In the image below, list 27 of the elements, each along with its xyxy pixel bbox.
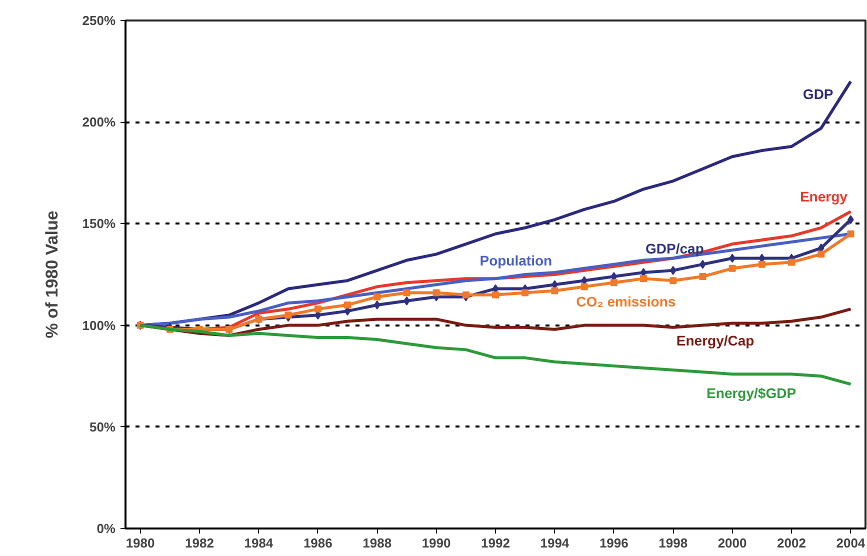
- y-tick-label: 200%: [82, 114, 116, 130]
- x-tick-label: 1986: [303, 536, 332, 550]
- x-tick-label: 1980: [126, 536, 155, 550]
- y-tick-label: 0%: [96, 521, 116, 536]
- x-tick-label: 1988: [362, 536, 392, 550]
- y-tick-label: 50%: [89, 419, 116, 434]
- series-label: Energy: [800, 188, 848, 205]
- series-label: Energy/$GDP: [706, 385, 796, 402]
- x-tick-label: 1998: [658, 536, 688, 550]
- x-tick-label: 1990: [422, 536, 451, 550]
- y-tick-label: 150%: [82, 216, 116, 232]
- x-tick-label: 2002: [777, 536, 806, 550]
- series-label: Population: [480, 252, 552, 269]
- y-tick-label: 100%: [82, 318, 116, 333]
- series-label: Energy/Cap: [676, 332, 754, 348]
- series-label: GDP: [802, 86, 834, 102]
- x-tick-label: 2000: [718, 536, 747, 550]
- y-tick-label: 250%: [82, 13, 116, 28]
- x-tick-label: 2004: [836, 536, 866, 550]
- x-tick-label: 1992: [481, 536, 510, 550]
- series-label: GDP/cap: [646, 240, 704, 256]
- x-tick-label: 1994: [540, 536, 570, 550]
- x-tick-label: 1984: [244, 536, 274, 550]
- x-tick-label: 1996: [599, 536, 628, 550]
- x-tick-label: 1982: [185, 536, 214, 550]
- y-axis-title: % of 1980 Value: [42, 210, 62, 338]
- series-label: CO₂ emissions: [576, 294, 676, 310]
